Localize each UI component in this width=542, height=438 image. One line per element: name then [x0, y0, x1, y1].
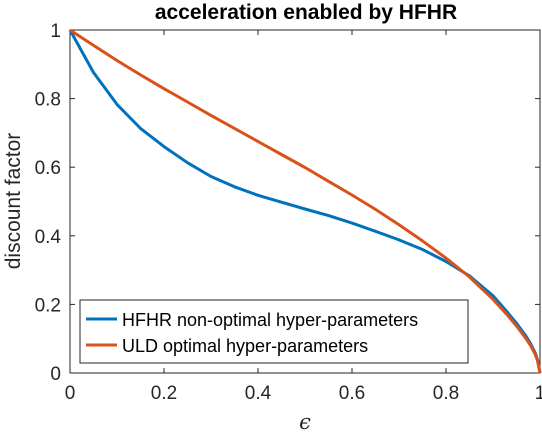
x-tick-label: 1	[535, 383, 542, 404]
y-tick-label: 0.2	[35, 295, 61, 316]
y-tick-label: 0.8	[35, 90, 61, 111]
y-tick-labels: 0 0.2 0.4 0.6 0.8 1	[35, 21, 62, 385]
chart-title: acceleration enabled by HFHR	[155, 1, 457, 24]
y-tick-label: 1	[50, 21, 61, 42]
series-line-uld	[69, 28, 542, 374]
x-tick-labels: 0 0.2 0.4 0.6 0.8 1	[65, 383, 542, 404]
x-tick-label: 0.4	[245, 383, 272, 404]
legend-label-uld: ULD optimal hyper-parameters	[122, 336, 368, 356]
legend: HFHR non-optimal hyper-parameters ULD op…	[79, 299, 469, 364]
x-axis-label: ϵ	[299, 410, 311, 434]
x-tick-label: 0.8	[433, 383, 459, 404]
y-tick-label: 0.4	[35, 227, 62, 248]
series-lines	[68, 28, 542, 374]
x-tick-label: 0.2	[151, 383, 177, 404]
legend-label-hfhr: HFHR non-optimal hyper-parameters	[122, 310, 418, 330]
y-tick-label: 0	[50, 364, 61, 385]
y-axis-label: discount factor	[2, 133, 25, 270]
x-tick-label: 0	[65, 383, 76, 404]
y-tick-label: 0.6	[35, 158, 61, 179]
legend-box	[79, 299, 469, 364]
x-tick-label: 0.6	[339, 383, 365, 404]
